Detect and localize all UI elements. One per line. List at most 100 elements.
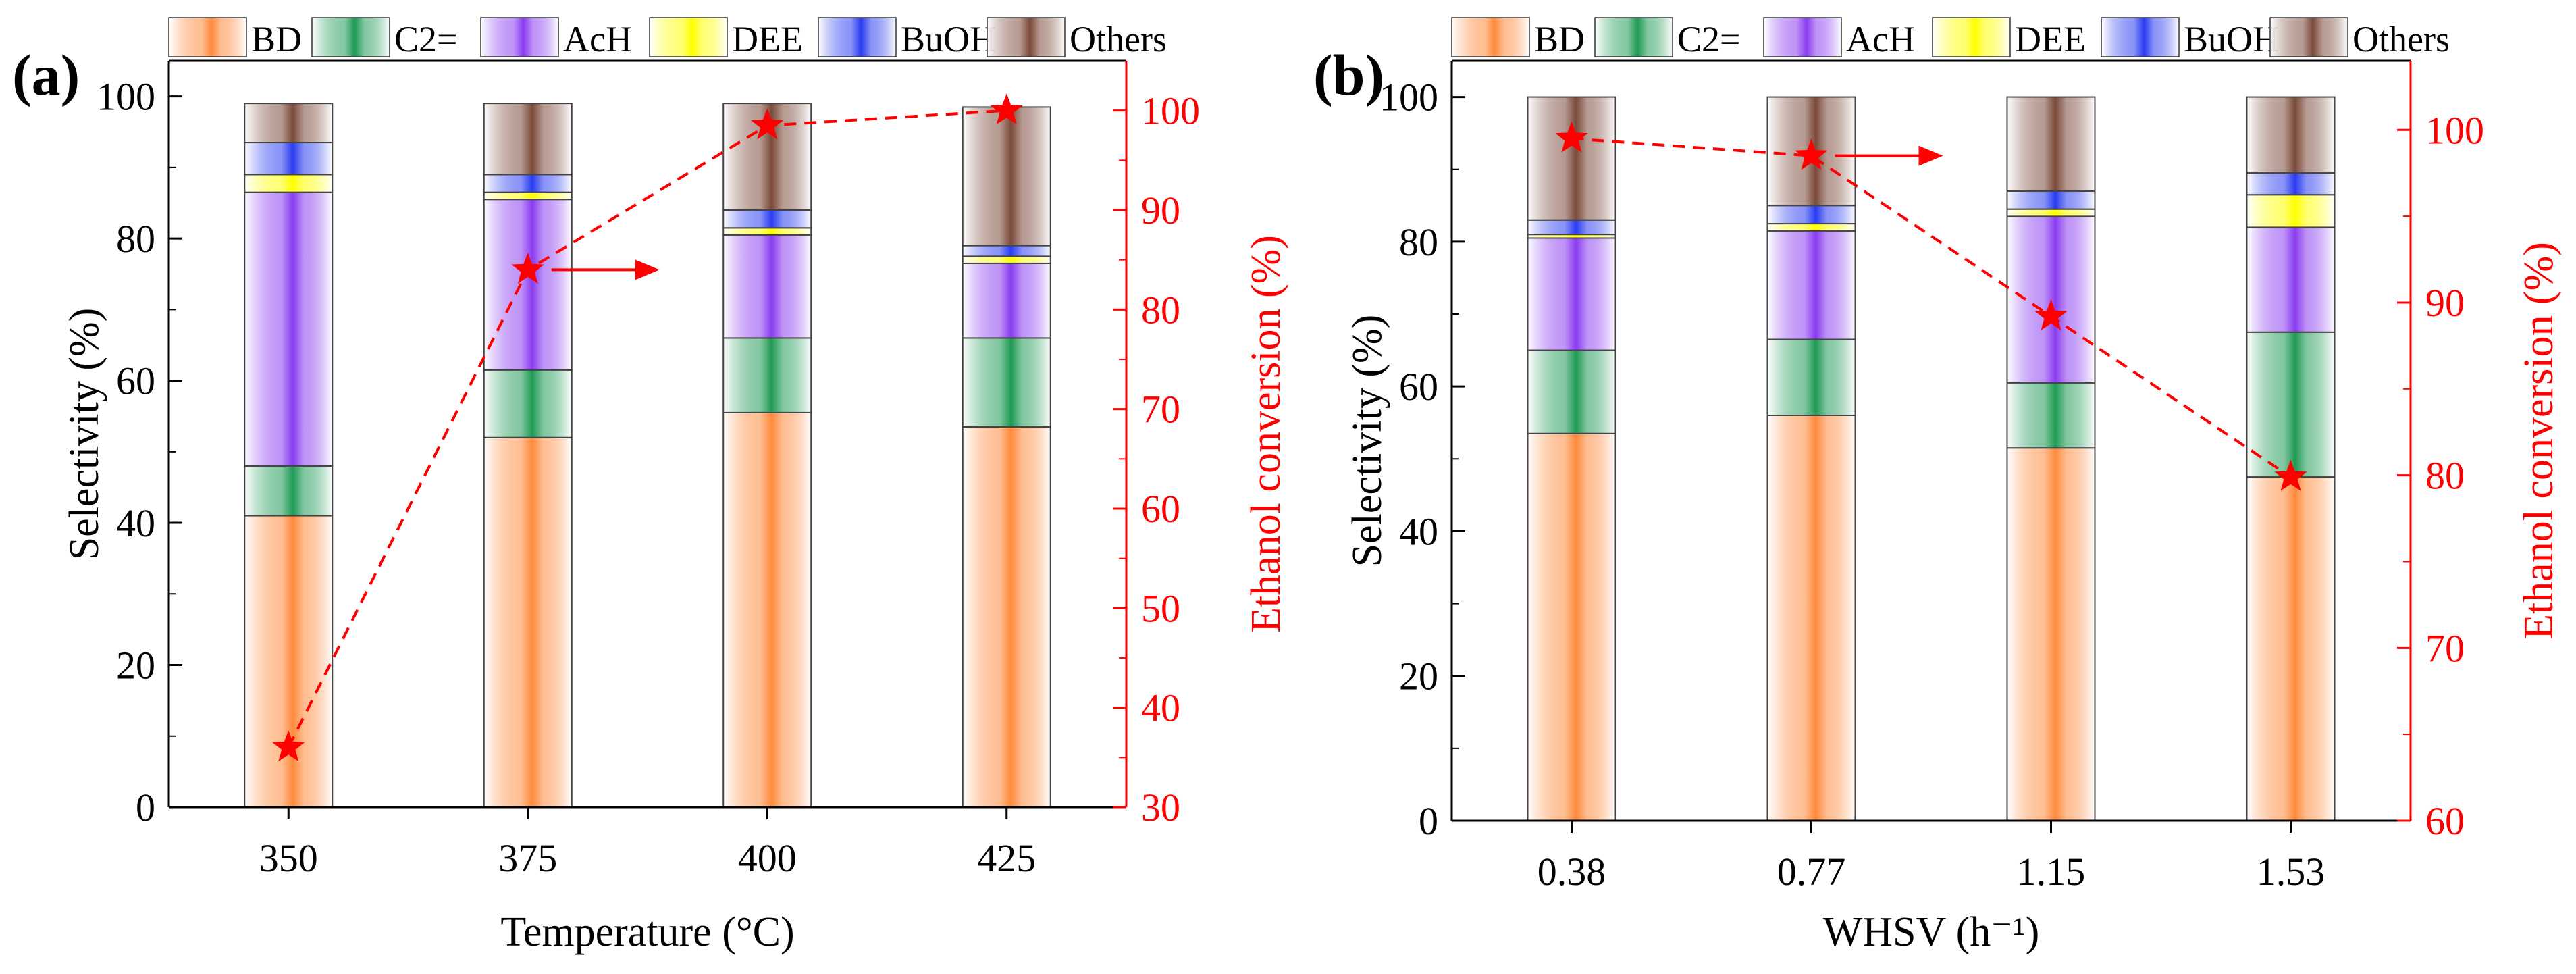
y-axis-title: Selectivity (%) xyxy=(61,308,107,561)
conversion-point-425 xyxy=(990,93,1023,125)
conversion-point-0.77 xyxy=(1795,138,1828,170)
legend-swatch-c2 xyxy=(311,17,390,57)
y2-tick-label-40: 40 xyxy=(1141,686,1180,730)
y-tick-label-100: 100 xyxy=(97,75,155,119)
legend-swatch-dee xyxy=(649,17,728,57)
x-tick-label-1.15: 1.15 xyxy=(2017,850,2086,894)
legend-swatch-others xyxy=(2269,17,2348,57)
bar-ach-350 xyxy=(244,191,334,467)
y-tick-label-100: 100 xyxy=(1379,76,1438,120)
y2-tick-label-100: 100 xyxy=(1141,89,1200,133)
legend-label-bd: BD xyxy=(1534,19,1585,59)
bar-c2-1.53 xyxy=(2246,331,2336,478)
y-tick-label-40: 40 xyxy=(1399,509,1438,553)
conversion-point-350 xyxy=(272,730,305,762)
bar-buoh-400 xyxy=(722,209,812,229)
bar-others-1.15 xyxy=(2006,96,2096,192)
bar-c2-1.15 xyxy=(2006,382,2096,449)
conversion-point-375 xyxy=(511,252,544,284)
y2-tick-label-60: 60 xyxy=(1141,487,1180,531)
y2-tick-label-90: 90 xyxy=(2425,281,2465,325)
y2-tick-label-100: 100 xyxy=(2425,108,2484,152)
y2-axis-title: Ethanol conversion (%) xyxy=(2516,242,2562,640)
bar-c2-0.77 xyxy=(1766,338,1856,416)
bar-dee-1.53 xyxy=(2246,194,2336,228)
legend-swatch-others xyxy=(987,17,1066,57)
y-tick-label-80: 80 xyxy=(1399,220,1438,264)
bar-ach-1.53 xyxy=(2246,226,2336,333)
legend-label-buoh: BuOH xyxy=(901,19,996,59)
legend-swatch-ach xyxy=(1763,17,1842,57)
bar-c2-400 xyxy=(722,337,812,413)
legend-swatch-bd xyxy=(168,17,247,57)
y2-axis-title: Ethanol conversion (%) xyxy=(1243,235,1289,633)
axis-arrow-head xyxy=(635,259,660,280)
bar-buoh-350 xyxy=(244,142,334,176)
y2-tick-label-50: 50 xyxy=(1141,586,1180,630)
bar-others-425 xyxy=(962,106,1051,247)
bar-others-375 xyxy=(483,103,573,176)
bar-dee-400 xyxy=(722,227,812,236)
x-tick-label-0.77: 0.77 xyxy=(1777,850,1846,894)
legend-swatch-ach xyxy=(480,17,559,57)
conversion-point-400 xyxy=(751,108,784,140)
legend-label-bd: BD xyxy=(251,19,302,59)
conversion-line xyxy=(1571,137,2292,478)
conversion-point-1.53 xyxy=(2274,459,2307,491)
bar-buoh-0.38 xyxy=(1527,219,1616,236)
x-tick-label-375: 375 xyxy=(498,836,557,880)
bar-bd-350 xyxy=(244,515,334,808)
panel-b: (b) 0 20 40 60 80 100 60 70 80 90 100 0.38 0.77 1.15 1.… xyxy=(1313,43,2562,955)
bar-others-350 xyxy=(244,103,334,144)
y2-tick-label-60: 60 xyxy=(2425,799,2465,843)
y-tick-label-40: 40 xyxy=(116,501,155,545)
bar-ach-0.38 xyxy=(1527,237,1616,351)
panel-label: (a) xyxy=(12,43,80,107)
legend-label-c2: C2= xyxy=(1677,19,1740,59)
bar-bd-425 xyxy=(962,426,1051,808)
y2-tick-label-70: 70 xyxy=(2425,626,2465,670)
legend-swatch-dee xyxy=(1932,17,2011,57)
bar-bd-0.77 xyxy=(1766,415,1856,821)
bar-bd-400 xyxy=(722,411,812,808)
bar-c2-350 xyxy=(244,465,334,517)
bar-dee-1.15 xyxy=(2006,208,2096,217)
legend-label-buoh: BuOH xyxy=(2184,19,2279,59)
x-tick-label-0.38: 0.38 xyxy=(1537,850,1606,894)
conversion-point-0.38 xyxy=(1555,121,1588,153)
conversion-line xyxy=(287,109,1007,748)
conversion-point-1.15 xyxy=(2034,299,2068,330)
x-axis-title: Temperature (°C) xyxy=(500,909,794,955)
bar-dee-375 xyxy=(483,191,573,201)
y-tick-label-60: 60 xyxy=(1399,365,1438,409)
y-tick-label-0: 0 xyxy=(136,786,155,829)
bar-c2-425 xyxy=(962,337,1051,428)
x-tick-label-400: 400 xyxy=(738,836,797,880)
y-axis-title: Selectivity (%) xyxy=(1344,315,1390,567)
panel-a: (a) 0 20 40 60 80 100 30 40 50 60 70 80 90 100 350 375 40… xyxy=(12,43,1289,955)
bar-dee-425 xyxy=(962,255,1051,264)
y2-tick-label-90: 90 xyxy=(1141,188,1180,232)
bar-bd-1.15 xyxy=(2006,447,2096,821)
bar-ach-0.77 xyxy=(1766,230,1856,340)
panel-label: (b) xyxy=(1313,43,1384,107)
y2-tick-label-80: 80 xyxy=(2425,454,2465,498)
legend: BD C2= AcH DEE BuOH Others BD C2= AcH DEE BuOH Othe… xyxy=(168,17,2450,59)
legend-label-dee: DEE xyxy=(2015,19,2086,59)
bar-buoh-1.15 xyxy=(2006,190,2096,210)
bar-bd-0.38 xyxy=(1527,432,1616,821)
legend-swatch-buoh xyxy=(2101,17,2180,57)
bar-dee-0.77 xyxy=(1766,223,1856,232)
x-tick-label-425: 425 xyxy=(977,836,1036,880)
legend-swatch-bd xyxy=(1451,17,1530,57)
bar-buoh-375 xyxy=(483,174,573,193)
x-tick-label-1.53: 1.53 xyxy=(2257,850,2325,894)
x-axis-title: WHSV (h⁻¹) xyxy=(1823,909,2040,955)
bar-bd-1.53 xyxy=(2246,476,2336,821)
bar-ach-375 xyxy=(483,199,573,371)
legend-label-c2: C2= xyxy=(394,19,457,59)
y2-tick-label-80: 80 xyxy=(1141,288,1180,332)
legend-swatch-c2 xyxy=(1594,17,1673,57)
y-tick-label-60: 60 xyxy=(116,359,155,403)
